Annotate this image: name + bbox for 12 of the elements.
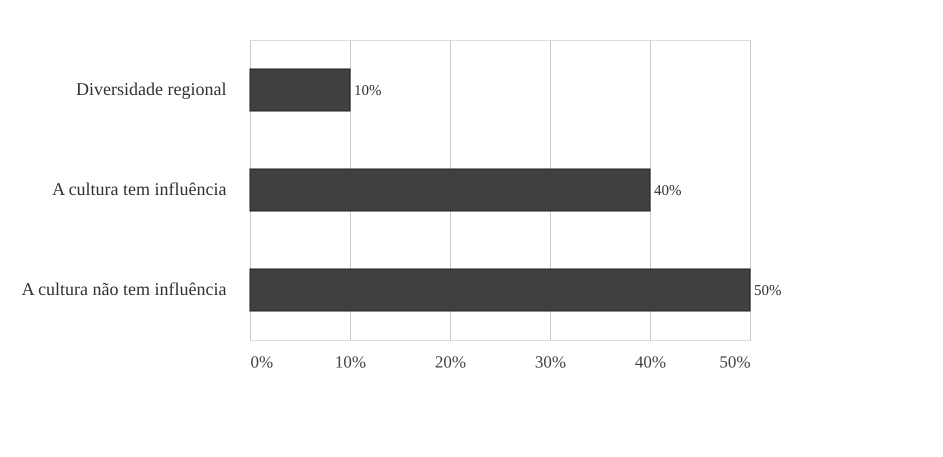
data-label: 40% <box>654 183 682 199</box>
y-tick-label: Diversidade regional <box>76 79 226 99</box>
y-tick-label: A cultura não tem influência <box>22 279 226 299</box>
x-tick-label: 10% <box>334 352 366 372</box>
data-label: 10% <box>354 83 382 99</box>
data-label: 50% <box>754 283 782 299</box>
x-tick-label: 50% <box>719 352 750 372</box>
y-tick-label: A cultura tem influência <box>52 179 227 199</box>
x-tick-label: 30% <box>534 352 566 372</box>
x-tick-label: 20% <box>434 352 466 372</box>
x-tick-label: 40% <box>634 352 666 372</box>
x-tick-label: 0% <box>250 352 274 372</box>
